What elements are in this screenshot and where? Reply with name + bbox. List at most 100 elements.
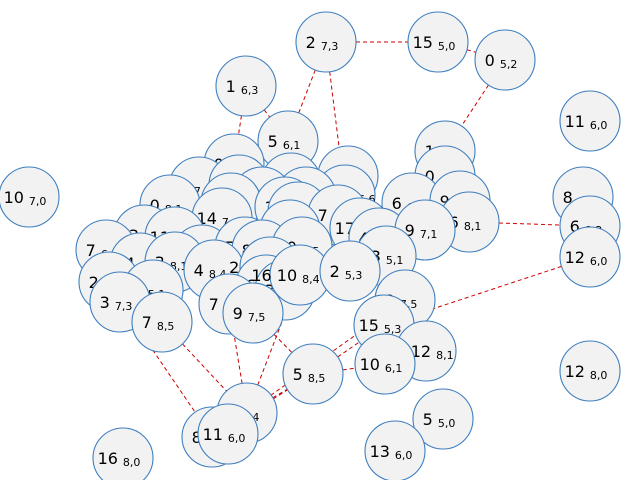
node-subscript: 5,0 [438, 417, 456, 430]
graph-node[interactable]: 10 6,1 [354, 333, 416, 395]
graph-node[interactable]: 1 6,3 [215, 55, 277, 117]
node-value: 2 [330, 262, 340, 281]
graph-node[interactable]: 13 6,0 [364, 420, 426, 480]
node-subscript: 8,1 [436, 349, 454, 362]
node-value: 5 [268, 132, 278, 151]
node-label: 9 7,1 [405, 221, 438, 241]
node-value: 2 [306, 33, 316, 52]
node-subscript: 6,1 [283, 139, 301, 152]
node-value: 1 [226, 77, 236, 96]
node-subscript: 8,0 [590, 369, 608, 382]
node-circle [559, 340, 621, 402]
graph-node[interactable]: 5 5,0 [412, 388, 474, 450]
node-subscript: 7,5 [248, 311, 266, 324]
node-subscript: 8,5 [308, 372, 326, 385]
graph-node[interactable]: 9 7,5 [222, 282, 284, 344]
node-circle [364, 420, 426, 480]
graph-node[interactable]: 0 5,2 [474, 29, 536, 91]
edge-5_8_5-10_6_1 [342, 367, 356, 371]
node-value: 5 [293, 365, 303, 384]
node-value: 3 [100, 293, 110, 312]
node-value: 7 [209, 295, 219, 314]
graph-node[interactable]: 12 6,0 [559, 226, 621, 288]
graph-node[interactable]: 16 8,0 [92, 427, 154, 480]
edge-9_7_5-5_8_5 [273, 334, 293, 353]
node-layer: 27,3155,005,216,3116,056,116,106,106,210… [0, 11, 621, 480]
node-subscript: 8,5 [157, 320, 175, 333]
node-circle [407, 11, 469, 73]
node-circle [215, 55, 277, 117]
graph-node[interactable]: 5 8,5 [282, 343, 344, 405]
node-value: 16 10 [251, 266, 297, 285]
node-subscript: 5,1 [386, 254, 404, 267]
graph-node[interactable]: 2 5,3 [319, 240, 381, 302]
node-value: 16 [98, 449, 118, 468]
node-circle [559, 226, 621, 288]
edge-12_6_0-15_5_3 [412, 265, 562, 317]
node-value: 0 [485, 51, 495, 70]
node-label: 13 6,0 [370, 442, 413, 462]
node-value: 6 [570, 217, 580, 236]
node-label: 12 6,0 [565, 248, 608, 268]
graph-node[interactable]: 15 5,0 [407, 11, 469, 73]
node-circle [559, 90, 621, 152]
node-value: 11 [203, 425, 223, 444]
node-subscript: 6,1 [385, 362, 403, 375]
node-circle [319, 240, 381, 302]
node-label: 15 5,3 [359, 316, 402, 336]
node-value: 9 [405, 221, 415, 240]
edge-0_5_2-1_6_1 [461, 84, 489, 127]
node-circle [222, 282, 284, 344]
node-circle [412, 388, 474, 450]
node-subscript: 8,0 [123, 456, 141, 469]
node-subscript: 8,1 [464, 220, 482, 233]
node-value: 7 [86, 241, 96, 260]
node-subscript: 6,0 [395, 449, 413, 462]
node-value: 11 [565, 112, 585, 131]
node-label: 5 8,5 [293, 365, 326, 385]
node-value: 6 [392, 194, 402, 213]
node-value: 12 [565, 248, 585, 267]
graph-node[interactable]: 12 8,0 [559, 340, 621, 402]
graph-node[interactable]: 2 7,3 [295, 11, 357, 73]
node-subscript: 7,0 [29, 195, 47, 208]
node-label: 10 6,1 [360, 355, 403, 375]
node-circle [354, 333, 416, 395]
graph-node[interactable]: 7 8,5 [131, 291, 193, 353]
node-label: 5 6,1 [268, 132, 301, 152]
edge-2_7_3-5_6_1 [298, 69, 316, 114]
node-value: 10 [4, 188, 24, 207]
node-label: 0 5,2 [485, 51, 518, 71]
node-circle [0, 166, 60, 228]
node-value: 15 [413, 33, 433, 52]
node-value: 12 [565, 362, 585, 381]
node-circle [92, 427, 154, 480]
edge-15_5_0-0_5_2 [466, 49, 477, 53]
graph-node[interactable]: 16 108,4 6,4 [251, 244, 341, 306]
node-value: 0 [150, 196, 160, 215]
node-value: 7 [142, 313, 152, 332]
node-subscript: 7,1 [420, 228, 438, 241]
node-label: 11 6,0 [203, 425, 246, 445]
node-value: 7 [318, 206, 328, 225]
node-subscript: 5,2 [500, 58, 518, 71]
node-label: 2 7,3 [306, 33, 339, 53]
graph-node[interactable]: 11 6,0 [197, 403, 259, 465]
node-label: 12 8,0 [565, 362, 608, 382]
node-label: 10 7,0 [4, 188, 47, 208]
graph-node[interactable]: 11 6,0 [559, 90, 621, 152]
node-subscript: 5,0 [438, 40, 456, 53]
node-subscript: 5,3 [384, 323, 402, 336]
node-value: 13 [370, 442, 390, 461]
node-value: 2 [89, 273, 99, 292]
node-value: 15 [359, 316, 379, 335]
node-value: 5 [423, 410, 433, 429]
node-label: 5 5,0 [423, 410, 456, 430]
node-subscript: 7,3 [321, 40, 339, 53]
edge-6_8_1-6_8_2 [498, 222, 561, 226]
node-label: 7 8,5 [142, 313, 175, 333]
node-label: 9 7,5 [233, 304, 266, 324]
node-value: 9 [440, 192, 450, 211]
graph-node[interactable]: 10 7,0 [0, 166, 60, 228]
